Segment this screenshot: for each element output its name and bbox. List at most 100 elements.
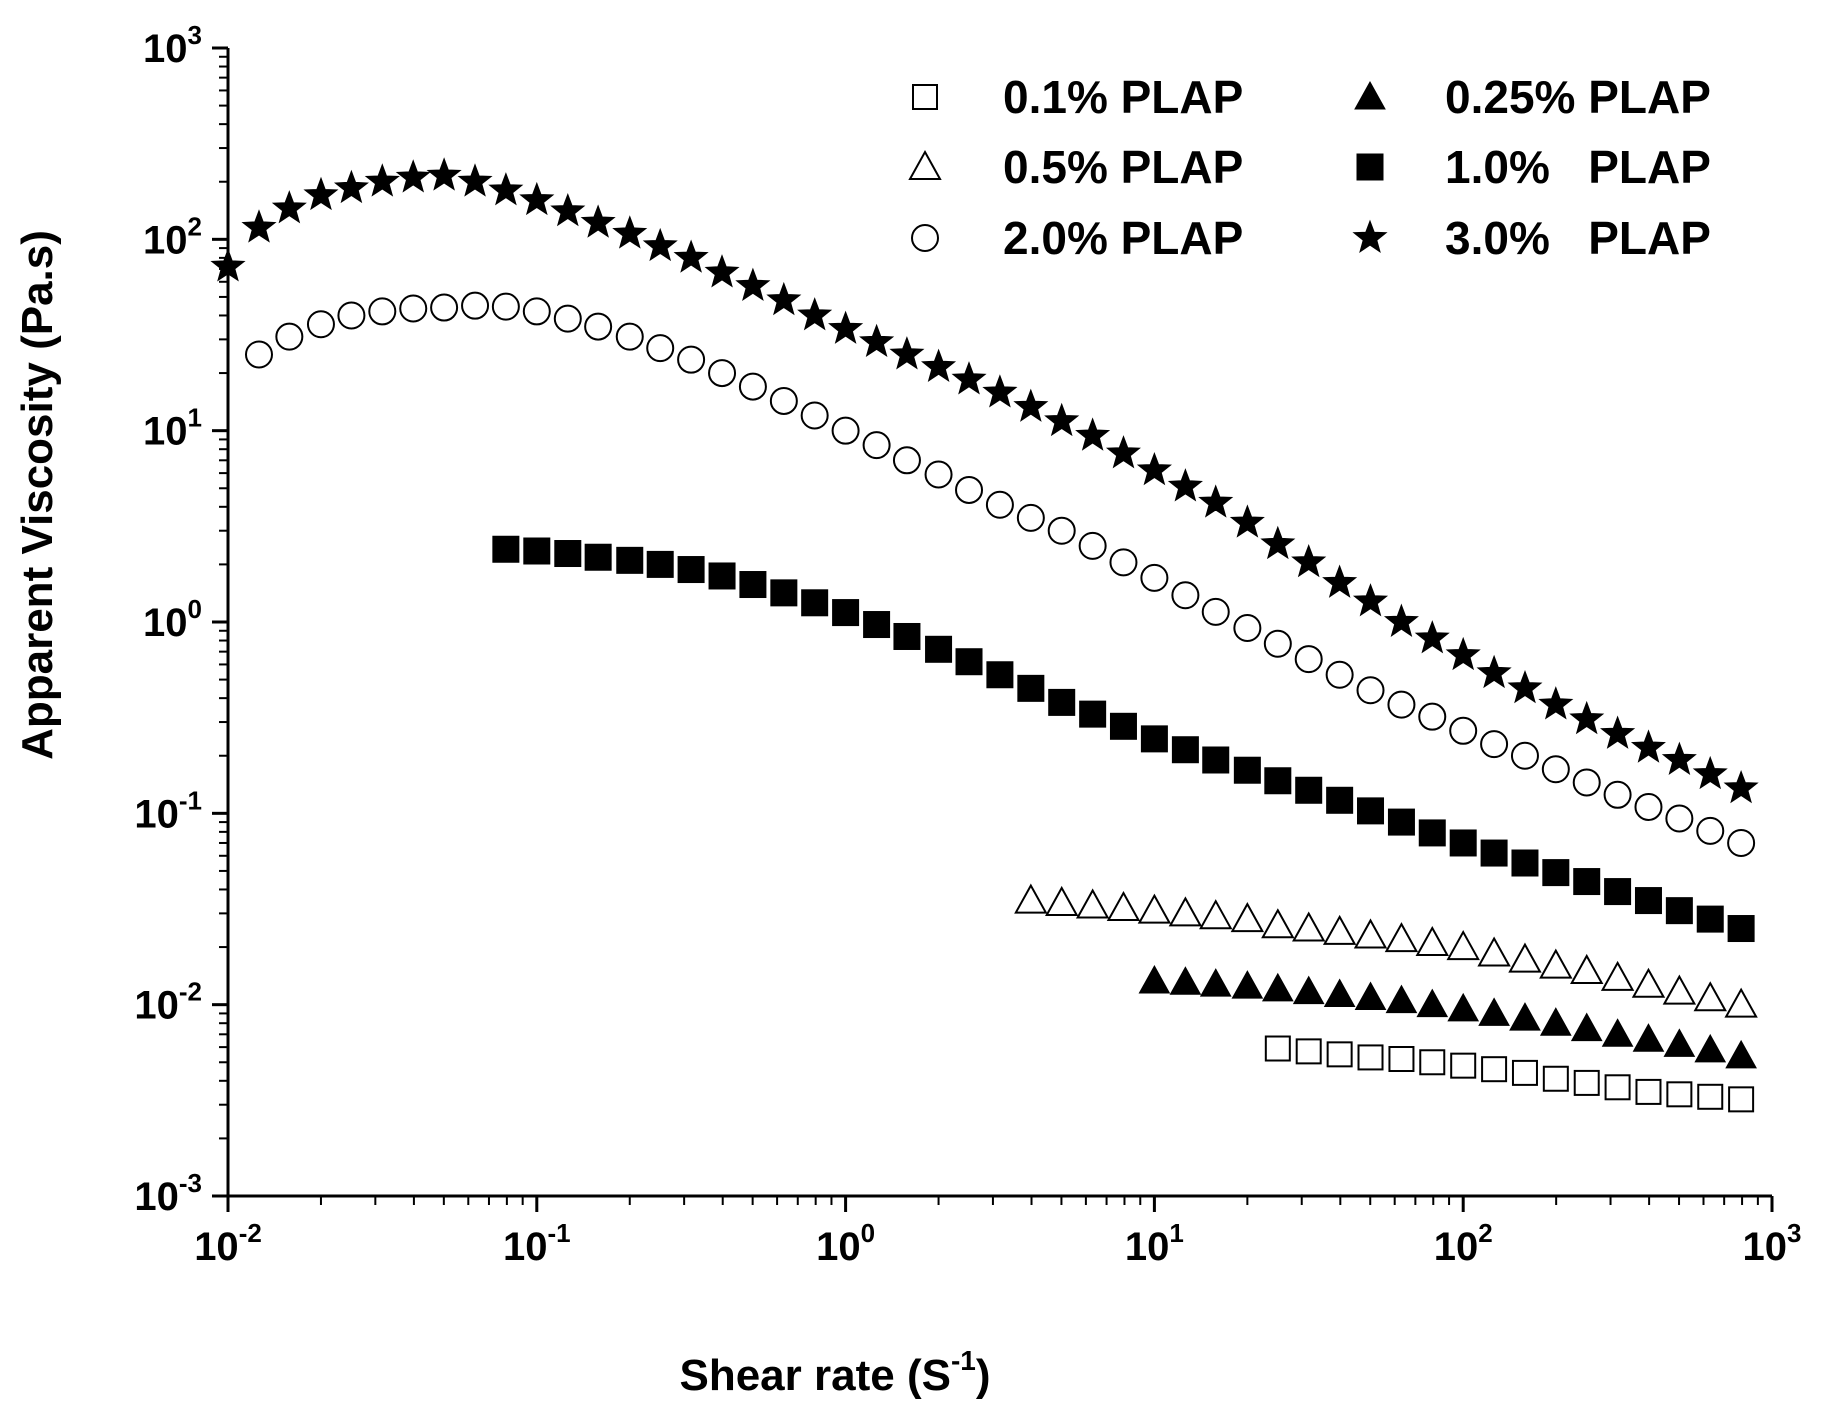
data-point [1542, 1065, 1569, 1092]
data-point [1017, 674, 1045, 702]
data-point [1511, 849, 1539, 877]
data-point [1230, 902, 1265, 933]
data-point [554, 540, 582, 568]
data-point [333, 169, 369, 204]
data-point [797, 297, 833, 331]
legend-label: 2.0% PLAP [1003, 212, 1243, 264]
data-point [1045, 885, 1079, 916]
data-point [244, 340, 273, 369]
data-point [1325, 660, 1354, 689]
data-point [457, 163, 493, 197]
legend-item: 2.0% PLAP [911, 212, 1243, 264]
data-point [1233, 756, 1261, 784]
y-tick-label: 102 [143, 211, 202, 262]
data-point [1140, 725, 1168, 753]
data-point [519, 181, 555, 216]
data-point [1388, 1046, 1415, 1073]
data-point [1292, 911, 1326, 942]
data-point [1662, 974, 1697, 1005]
y-tick-label-base: 10 [143, 410, 188, 454]
data-point [1723, 769, 1759, 804]
data-point [1508, 942, 1542, 973]
data-point [1075, 888, 1110, 919]
y-axis-title: Apparent Viscosity (Pa.s) [13, 230, 62, 760]
data-point [1168, 896, 1203, 927]
data-point [1509, 1002, 1541, 1031]
data-point [1201, 597, 1230, 626]
x-tick-label-exp: -1 [547, 1218, 570, 1248]
y-tick-label: 100 [143, 594, 202, 645]
data-point [1663, 1028, 1696, 1057]
y-tick-label-base: 10 [134, 1175, 179, 1219]
x-tick-label: 103 [1743, 1218, 1802, 1269]
data-point [1727, 915, 1755, 943]
data-point [1231, 970, 1264, 999]
legend-label: 0.5% PLAP [1003, 141, 1243, 193]
data-point [1600, 715, 1636, 749]
y-tick-label-base: 10 [134, 792, 179, 836]
data-point [1383, 603, 1419, 637]
data-point [1603, 780, 1632, 809]
data-point [673, 239, 709, 273]
data-point [738, 372, 767, 401]
data-point [924, 460, 953, 489]
x-tick-label-exp: 0 [861, 1218, 875, 1248]
data-point [1323, 978, 1356, 1008]
data-point [955, 475, 984, 504]
data-point [615, 322, 644, 351]
x-tick-label: 100 [816, 1218, 875, 1269]
data-point [1665, 804, 1694, 833]
data-point [1418, 702, 1447, 731]
data-point [1199, 968, 1232, 997]
x-tick-label-base: 10 [1125, 1225, 1170, 1269]
data-point [1385, 984, 1418, 1014]
data-point [1414, 620, 1450, 654]
data-point [1387, 808, 1415, 836]
data-point [580, 204, 616, 238]
data-point [1539, 1007, 1572, 1036]
data-point [1570, 1012, 1603, 1042]
data-point [677, 345, 706, 374]
x-tick-label: 101 [1125, 1218, 1184, 1269]
data-point [1169, 966, 1202, 995]
data-point [832, 599, 860, 627]
data-point [1541, 755, 1570, 784]
data-point [1725, 1039, 1757, 1069]
data-point [1507, 669, 1543, 704]
data-point [770, 579, 798, 607]
y-tick-label-exp: -3 [179, 1168, 202, 1198]
x-tick-label-exp: 3 [1787, 1218, 1801, 1248]
y-tick-label-base: 10 [143, 601, 188, 645]
x-axis-title-exp: -1 [951, 1345, 976, 1376]
data-point [1696, 816, 1725, 845]
data-point [1167, 468, 1203, 502]
data-point [677, 556, 705, 584]
data-point [863, 611, 891, 639]
data-point [708, 562, 736, 590]
data-point [862, 431, 891, 460]
x-tick-label-exp: -2 [239, 1218, 262, 1248]
data-point [488, 172, 524, 206]
data-point [1044, 402, 1080, 437]
data-point [708, 359, 737, 388]
data-point [241, 209, 277, 243]
data-point [646, 334, 675, 363]
data-point [1511, 1059, 1538, 1086]
data-point [1136, 451, 1172, 486]
data-point [303, 176, 339, 211]
data-point [306, 310, 335, 339]
x-tick-label-base: 10 [816, 1225, 861, 1269]
legend-label: 0.25% PLAP [1445, 71, 1711, 123]
data-point [1696, 905, 1724, 933]
data-point [584, 312, 613, 341]
data-point [1635, 1078, 1662, 1105]
data-point [616, 546, 644, 574]
data-point [1202, 746, 1230, 774]
data-point [646, 550, 674, 578]
x-tick-label-exp: 2 [1478, 1218, 1492, 1248]
data-point [426, 157, 462, 191]
data-point [1727, 828, 1756, 857]
data-point [1353, 918, 1388, 949]
data-point [430, 293, 459, 322]
data-point [395, 159, 431, 193]
